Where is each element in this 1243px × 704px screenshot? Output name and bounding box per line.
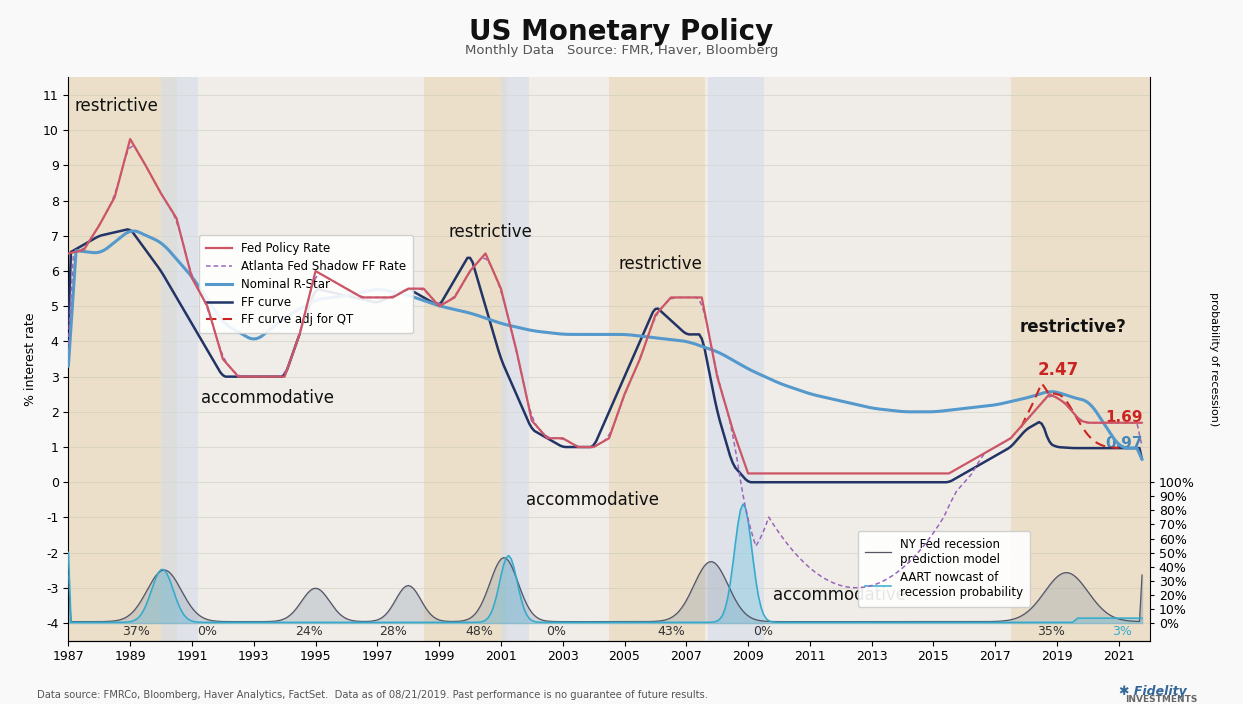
Text: restrictive?: restrictive? (1021, 318, 1127, 337)
Text: 2.47: 2.47 (1038, 360, 1079, 379)
Text: 35%: 35% (1037, 625, 1065, 639)
Text: restrictive: restrictive (618, 255, 702, 273)
Text: INVESTMENTS: INVESTMENTS (1125, 695, 1197, 704)
Text: US Monetary Policy: US Monetary Policy (470, 18, 773, 46)
Text: 37%: 37% (122, 625, 150, 639)
Bar (501, 77, 528, 641)
Text: Data source: FMRCo, Bloomberg, Haver Analytics, FactSet.  Data as of 08/21/2019.: Data source: FMRCo, Bloomberg, Haver Ana… (37, 691, 709, 700)
Legend: NY Fed recession
prediction model, AART nowcast of
recession probability: NY Fed recession prediction model, AART … (858, 531, 1030, 607)
Text: 24%: 24% (296, 625, 323, 639)
Bar (1011, 77, 1150, 641)
Text: restrictive: restrictive (449, 223, 532, 241)
Bar (68, 77, 177, 641)
Text: ✱ Fidelity: ✱ Fidelity (1119, 686, 1187, 698)
Text: 0.97: 0.97 (1105, 436, 1142, 451)
Text: accommodative: accommodative (526, 491, 659, 509)
Text: 1.69: 1.69 (1105, 410, 1142, 425)
Text: 0%: 0% (547, 625, 567, 639)
Text: Monthly Data   Source: FMR, Haver, Bloomberg: Monthly Data Source: FMR, Haver, Bloombe… (465, 44, 778, 56)
Bar (709, 77, 763, 641)
Text: 43%: 43% (658, 625, 685, 639)
Bar (162, 77, 198, 641)
Text: 28%: 28% (379, 625, 406, 639)
Y-axis label: % interest rate: % interest rate (24, 313, 37, 406)
Text: accommodative: accommodative (201, 389, 334, 407)
Text: 48%: 48% (465, 625, 493, 639)
Text: 3%: 3% (1112, 625, 1132, 639)
Bar (424, 77, 507, 641)
Bar (609, 77, 705, 641)
Y-axis label: probability of recession): probability of recession) (1208, 292, 1218, 426)
Text: restrictive: restrictive (75, 96, 158, 115)
Text: 0%: 0% (198, 625, 218, 639)
Text: accommodative: accommodative (773, 586, 906, 604)
Text: 0%: 0% (753, 625, 773, 639)
